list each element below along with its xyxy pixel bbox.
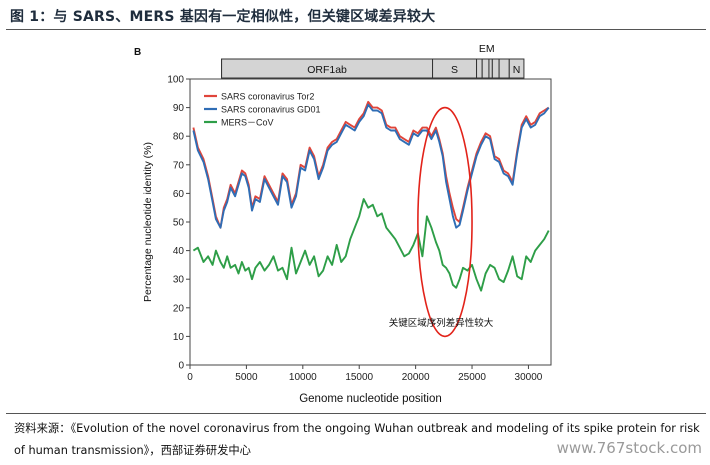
y-tick-label: 0 [178,361,184,372]
genome-segment [476,58,483,79]
series-line-mers [192,198,550,292]
y-tick-label: 90 [173,103,185,114]
y-tick-label: 20 [173,303,185,314]
series-line-sars-gd01 [192,103,550,229]
legend-entry: SARS coronavirus GD01 [221,105,321,115]
x-tick-label: 10000 [289,372,317,383]
y-tick-label: 80 [173,132,185,143]
x-axis-label: Genome nucleotide position [299,393,442,405]
source-note: 资料来源：《Evolution of the novel coronavirus… [14,422,700,457]
y-tick-label: 30 [173,275,185,286]
x-tick-label: 25000 [458,372,486,383]
x-tick-label: 5000 [235,372,258,383]
source-rule [6,413,706,414]
genome-em-label: EM [479,43,495,55]
legend-entry: SARS coronavirus Tor2 [221,92,314,102]
annotation-ellipse [417,106,473,338]
y-tick-label: 50 [173,218,185,229]
genome-segment [498,58,510,79]
y-tick-label: 100 [167,75,184,86]
y-tick-label: 40 [173,246,185,257]
genome-segment [488,58,493,79]
genome-segment-label: N [513,64,521,76]
y-tick-label: 70 [173,160,185,171]
watermark: www.767stock.com [556,439,702,457]
genome-segment [491,58,500,79]
genome-segment [481,58,490,79]
x-tick-label: 15000 [345,372,373,383]
y-tick-label: 60 [173,189,185,200]
x-tick-label: 20000 [402,372,430,383]
y-tick-label: 10 [173,332,185,343]
panel-label: B [134,47,141,58]
genome-segment-label: S [451,64,458,76]
annotation-label: 关键区域序列差异性较大 [389,317,494,329]
x-tick-label: 0 [187,372,193,383]
title-rule [6,29,706,30]
genome-segment [508,58,525,79]
genome-segment-label: ORF1ab [307,64,347,76]
x-tick-label: 30000 [515,372,543,383]
y-axis-label: Percentage nucleotide identity (%) [142,142,154,302]
figure-title: 图 1：与 SARS、MERS 基因有一定相似性，但关键区域差异较大 [10,9,436,25]
legend-entry: MERS－CoV [221,118,274,128]
